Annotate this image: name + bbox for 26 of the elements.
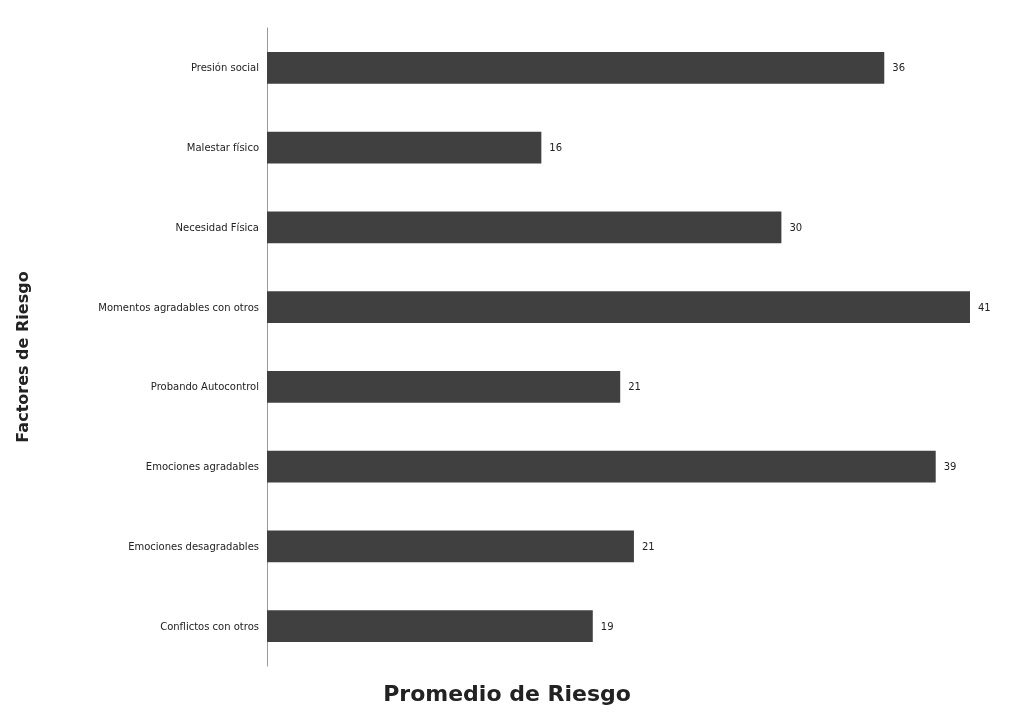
y-tick-label: Malestar físico: [186, 142, 259, 154]
x-axis-title: Promedio de Riesgo: [383, 680, 631, 706]
bar: [267, 450, 936, 483]
data-label: 30: [789, 221, 803, 233]
bar: [267, 291, 970, 324]
y-tick-label: Conflictos con otros: [160, 620, 259, 632]
data-label: 16: [549, 142, 563, 154]
data-label: 21: [641, 540, 655, 552]
bar: [267, 131, 542, 164]
data-label: 39: [943, 461, 957, 473]
y-tick-label: Presión social: [190, 62, 259, 74]
data-label: 41: [978, 301, 991, 313]
bar: [267, 370, 621, 403]
y-tick-label: Momentos agradables con otros: [98, 301, 259, 313]
bar: [267, 51, 885, 84]
bar: [267, 610, 593, 643]
bar: [267, 530, 634, 563]
y-tick-label: Emociones agradables: [145, 461, 259, 473]
y-tick-label: Probando Autocontrol: [150, 381, 259, 393]
y-tick-label: Necesidad Física: [175, 221, 259, 233]
y-tick-label: Emociones desagradables: [128, 540, 259, 552]
data-label: 21: [628, 381, 641, 393]
data-label: 36: [892, 62, 905, 74]
data-label: 19: [600, 620, 614, 632]
y-axis-title: Factores de Riesgo: [12, 271, 32, 443]
bar: [267, 211, 782, 244]
